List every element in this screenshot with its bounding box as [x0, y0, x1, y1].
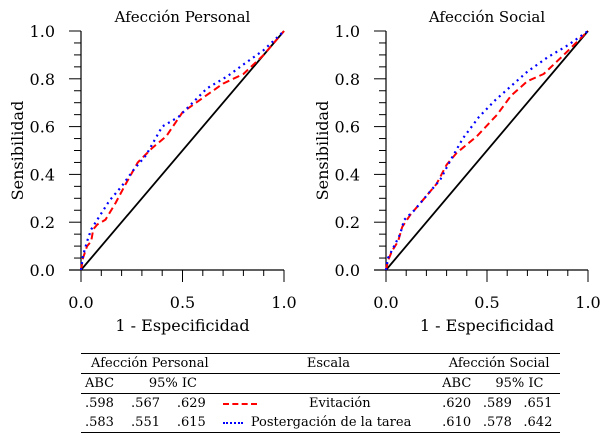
x-axis-label: 1 - Especificidad [115, 316, 249, 335]
x-tick-label: 1.0 [271, 293, 296, 312]
header-afeccion-social: Afección Social [438, 353, 560, 374]
chart-title: Afección Social [428, 8, 546, 26]
scale-cell: Evitación [218, 393, 439, 413]
left-ic-high: .629 [172, 393, 219, 413]
header-escala: Escala [218, 353, 439, 374]
x-tick-label: 0.0 [68, 293, 93, 312]
y-tick-label: 0.4 [335, 165, 360, 184]
scale-cell: Postergación de la tarea [218, 413, 439, 433]
left-ic-low: .551 [127, 413, 173, 433]
reference-diagonal-line [80, 30, 285, 271]
y-tick-label: 0.2 [335, 213, 360, 232]
table-row: .583 .551 .615 Postergación de la tarea … [81, 413, 560, 433]
y-tick-label: 0.0 [335, 261, 360, 280]
reference-diagonal-line [385, 30, 589, 271]
y-tick-label: 0.6 [335, 118, 360, 137]
subheader-right-ic: 95% IC [478, 373, 560, 394]
series-evitacion-line [385, 30, 589, 271]
auc-table-grid: Afección Personal Escala Afección Social… [81, 353, 560, 433]
series-postergacion-line [79, 30, 285, 271]
roc-charts: Afección Personal 0.0 0.2 0.4 0.6 0.8 1.0 0.0 0.… [8, 8, 601, 335]
left-ic-high: .615 [172, 413, 219, 433]
y-tick-label: 1.0 [30, 22, 55, 41]
right-ic-high: .651 [519, 393, 560, 413]
scale-label: Evitación [309, 396, 371, 411]
subheader-right-abc: ABC [438, 373, 479, 394]
table-header-row: Afección Personal Escala Afección Social [81, 353, 560, 374]
table-row: .598 .567 .629 Evitación .620 .589 .651 [81, 393, 560, 413]
right-ic-high: .642 [519, 413, 560, 433]
chart-title: Afección Personal [114, 8, 251, 26]
series-evitacion-line [80, 30, 285, 271]
chart-afeccion-social: Afección Social 0.0 0.2 0.4 0.6 0.8 1.0 0.0 0.5 1… [313, 8, 601, 335]
y-tick-label: 0.8 [30, 70, 55, 89]
subheader-left-abc: ABC [81, 373, 128, 394]
right-ic-low: .589 [478, 393, 520, 413]
chart-afeccion-personal: Afección Personal 0.0 0.2 0.4 0.6 0.8 1.0 0.0 0.… [8, 8, 297, 335]
x-tick-label: 0.5 [170, 293, 195, 312]
subheader-left-ic: 95% IC [127, 373, 219, 394]
left-abc-value: .583 [81, 413, 128, 433]
y-axis-label: Sensibilidad [8, 101, 27, 201]
y-tick-label: 1.0 [335, 22, 360, 41]
x-tick-label: 0.5 [474, 293, 499, 312]
table-subheader-row: ABC 95% IC ABC 95% IC [81, 373, 560, 394]
header-afeccion-personal: Afección Personal [81, 353, 219, 374]
scale-label: Postergación de la tarea [250, 415, 412, 430]
x-tick-label: 0.0 [373, 293, 398, 312]
left-ic-low: .567 [127, 393, 173, 413]
y-axis-label: Sensibilidad [313, 101, 332, 201]
y-tick-label: 0.4 [30, 165, 55, 184]
right-ic-low: .578 [478, 413, 520, 433]
y-tick-label: 0.2 [30, 213, 55, 232]
right-abc-value: .620 [438, 393, 479, 413]
dotted-blue-legend-icon [222, 421, 243, 424]
right-abc-value: .610 [438, 413, 479, 433]
y-tick-label: 0.8 [335, 70, 360, 89]
auc-table: Afección Personal Escala Afección Social… [81, 353, 560, 433]
dashed-red-legend-icon [222, 402, 257, 405]
x-tick-label: 1.0 [575, 293, 600, 312]
y-tick-label: 0.0 [30, 261, 55, 280]
subheader-empty [218, 373, 439, 394]
x-axis-label: 1 - Especificidad [420, 316, 554, 335]
y-tick-label: 0.6 [30, 118, 55, 137]
left-abc-value: .598 [81, 393, 128, 413]
